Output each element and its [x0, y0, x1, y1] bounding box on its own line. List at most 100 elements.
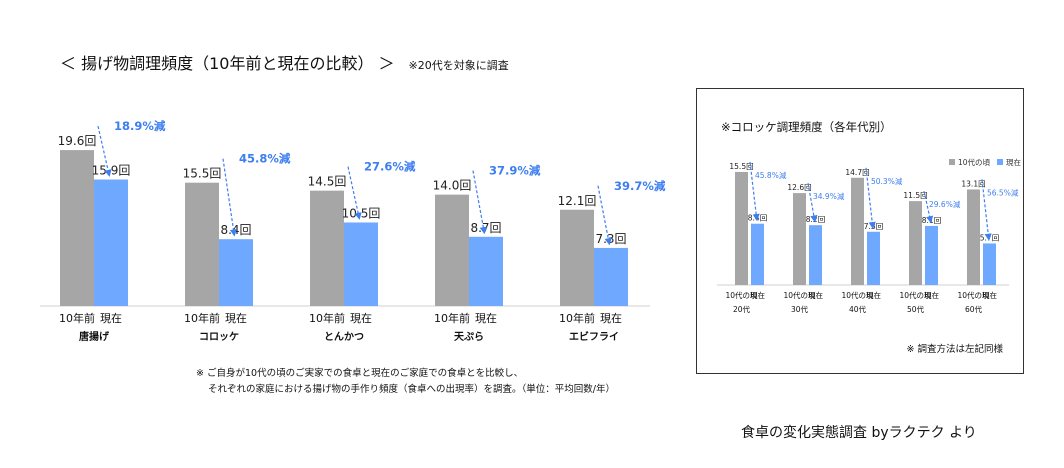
- bar-now: [594, 247, 628, 306]
- decrease-label: 45.8%減: [239, 152, 291, 166]
- bar-label-past: 10代の頃: [783, 290, 816, 300]
- bar-label-now: 現在: [924, 290, 939, 300]
- footnote-line-2: それぞれの家庭における揚げ物の手作り頻度（食卓への出現率）を調査。（単位：平均回…: [208, 384, 615, 395]
- decrease-label: 56.5%減: [987, 187, 1019, 197]
- title-note: ※20代を対象に調査: [408, 59, 509, 72]
- data-label-past: 15.5回: [183, 167, 222, 181]
- sub-bar-chart: 15.5回8.4回10代の頃現在20代45.8%減12.6回8.2回10代の頃現…: [717, 157, 1021, 314]
- bar-label-past: 10代の頃: [899, 290, 932, 300]
- category-label: 30代: [791, 304, 809, 314]
- data-label-past: 11.5回: [903, 191, 927, 200]
- category-label: 50代: [907, 304, 925, 314]
- bar-label-now: 現在: [100, 312, 122, 325]
- bar-label-now: 現在: [750, 290, 765, 300]
- category-label: 60代: [965, 304, 983, 314]
- legend-swatch: [997, 159, 1003, 165]
- data-label-past: 13.1回: [961, 179, 985, 188]
- legend-label: 10代の頃: [958, 157, 991, 167]
- decrease-arrow: [347, 166, 362, 220]
- sub-chart-panel: ※コロッケ調理頻度（各年代別） 15.5回 8.4回 10代の頃 現在 20代 45.8%…: [696, 88, 1024, 374]
- decrease-label: 18.9%減: [114, 119, 166, 133]
- bar-label-now: 現在: [808, 290, 823, 300]
- bar-label-now: 現在: [225, 312, 247, 325]
- bar-now: [809, 225, 822, 285]
- bar-past: [60, 150, 94, 306]
- data-label-now: 10.5回: [342, 206, 381, 220]
- bar-label-now: 現在: [350, 312, 372, 325]
- category-label: エビフライ: [569, 330, 619, 343]
- bar-now: [925, 225, 938, 285]
- data-label-now: 7.3回: [595, 232, 626, 246]
- bar-now: [983, 243, 996, 285]
- decrease-label: 27.6%減: [364, 160, 416, 174]
- bar-label-past: 10代の頃: [725, 290, 758, 300]
- bar-label-now: 現在: [475, 312, 497, 325]
- decrease-arrow: [865, 167, 876, 230]
- chart-title: ＜ 揚げ物調理頻度（10年前と現在の比較） ＞ ※20代を対象に調査: [60, 50, 509, 74]
- bar-label-past: 10代の頃: [841, 290, 874, 300]
- bar-label-now: 現在: [600, 312, 622, 325]
- decrease-label: 39.7%減: [614, 179, 666, 193]
- data-label-now: 15.9回: [92, 164, 131, 178]
- footnote-line-1: ※ ご自身が10代の頃のご実家での食卓と現在のご家庭での食卓とを比較し、: [196, 368, 524, 379]
- category-label: 天ぷら: [454, 331, 484, 343]
- bar-past: [909, 201, 922, 285]
- decrease-label: 29.6%減: [929, 199, 961, 209]
- data-label-past: 15.5回: [729, 162, 753, 171]
- bar-now: [469, 236, 503, 306]
- bar-past: [310, 190, 344, 306]
- bar-now: [344, 222, 378, 306]
- decrease-label: 34.9%減: [813, 191, 845, 201]
- title-text: ＜ 揚げ物調理頻度（10年前と現在の比較） ＞: [60, 54, 395, 73]
- bar-past: [851, 177, 864, 285]
- bar-past: [793, 193, 806, 285]
- decrease-arrow: [807, 182, 818, 223]
- data-label-now: 8.1回: [922, 216, 941, 225]
- bar-label-past: 10代の頃: [957, 290, 990, 300]
- data-label-past: 12.6回: [787, 183, 811, 192]
- decrease-arrow: [981, 179, 992, 241]
- bar-past: [735, 171, 748, 285]
- bar-label-past: 10年前: [434, 311, 470, 325]
- bar-label-past: 10年前: [184, 311, 220, 325]
- data-label-past: 14.5回: [308, 175, 347, 189]
- bar-past: [967, 189, 980, 285]
- decrease-arrow: [472, 170, 487, 235]
- data-label-past: 14.0回: [433, 179, 472, 193]
- data-label-past: 12.1回: [558, 194, 597, 208]
- sub-chart-title: ※コロッケ調理頻度（各年代別）: [721, 120, 892, 134]
- legend-swatch: [949, 159, 955, 165]
- source-credit: 食卓の変化実態調査 byラクテク より: [741, 425, 977, 441]
- bar-label-past: 10年前: [309, 311, 345, 325]
- bar-now: [751, 223, 764, 285]
- data-label-now: 7.3回: [864, 222, 883, 231]
- bar-label-past: 10年前: [59, 311, 95, 325]
- bar-past: [435, 194, 469, 306]
- decrease-arrow: [923, 190, 934, 224]
- bar-label-now: 現在: [982, 290, 997, 300]
- data-label-now: 8.7回: [470, 221, 501, 235]
- bar-label-past: 10年前: [559, 311, 595, 325]
- category-label: コロッケ: [199, 331, 239, 343]
- data-label-now: 8.2回: [806, 215, 825, 224]
- decrease-label: 37.9%減: [489, 164, 541, 178]
- data-label-past: 14.7回: [845, 168, 869, 177]
- decrease-arrow: [222, 158, 238, 237]
- bar-now: [94, 179, 128, 306]
- bar-past: [185, 182, 219, 306]
- category-label: とんかつ: [324, 331, 364, 343]
- bar-label-now: 現在: [866, 290, 881, 300]
- decrease-label: 50.3%減: [871, 176, 903, 186]
- bar-now: [867, 231, 880, 285]
- footnote: ※ ご自身が10代の頃のご実家での食卓と現在のご家庭での食卓とを比較し、 それぞ…: [196, 366, 615, 398]
- data-label-now: 8.4回: [748, 214, 767, 223]
- category-label: 40代: [849, 304, 867, 314]
- data-label-now: 5.7回: [980, 233, 999, 242]
- sub-chart-note: ※ 調査方法は左記同様: [906, 344, 1003, 355]
- data-label-now: 8.4回: [220, 223, 251, 237]
- legend-label: 現在: [1006, 157, 1021, 167]
- category-label: 20代: [733, 304, 751, 314]
- category-label: 唐揚げ: [79, 330, 110, 343]
- decrease-label: 45.8%減: [755, 170, 787, 180]
